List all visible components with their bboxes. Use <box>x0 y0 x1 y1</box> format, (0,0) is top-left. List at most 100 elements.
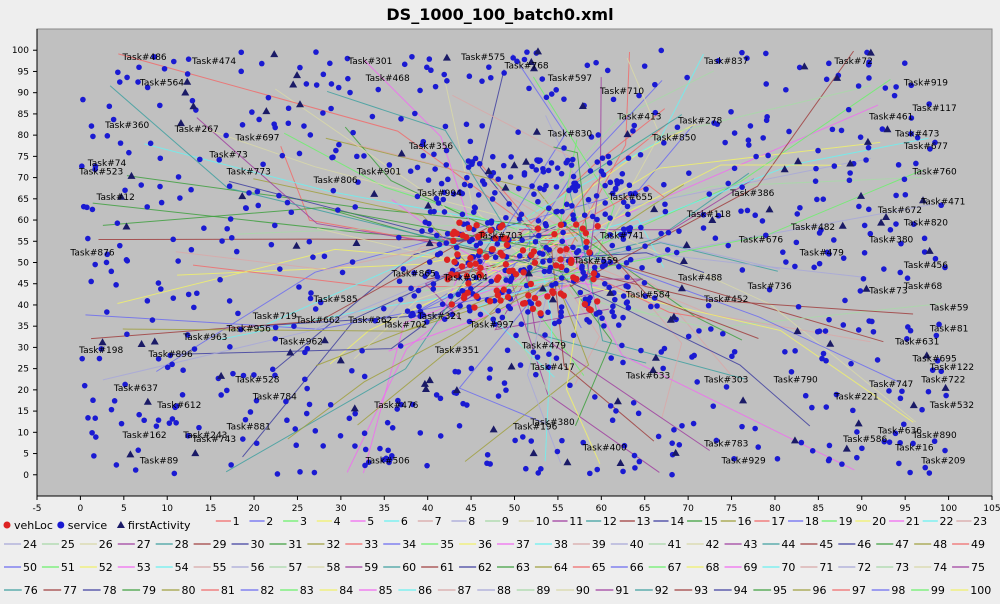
vehicle-location-point <box>593 298 601 305</box>
task-label: Task#631 <box>894 337 939 347</box>
service-point <box>809 404 815 411</box>
legend: vehLoc service firstActivity 1 2 3 4 5 6 7 8 9 10 11 1… <box>3 515 991 597</box>
legend-route-label: 7 <box>435 515 442 528</box>
service-point <box>167 352 173 359</box>
service-point <box>426 269 432 275</box>
service-point <box>637 151 644 158</box>
service-point <box>90 133 96 140</box>
vehicle-location-point <box>500 286 507 293</box>
service-point <box>595 132 602 138</box>
service-point <box>420 138 427 145</box>
service-point <box>157 155 164 162</box>
service-point <box>744 55 750 61</box>
chart-title: DS_1000_100_batch0.xml <box>386 5 613 24</box>
service-point <box>479 123 485 129</box>
service-point <box>486 64 492 70</box>
first-activity-point <box>270 50 279 58</box>
service-point <box>144 298 151 304</box>
service-point <box>541 268 548 275</box>
x-tick-label: 35 <box>379 504 390 514</box>
vehicle-location-point <box>502 261 510 268</box>
first-activity-point <box>650 205 659 213</box>
service-point <box>180 367 186 373</box>
route-line <box>569 247 901 384</box>
service-point <box>708 326 714 332</box>
task-label: Task#471 <box>920 197 965 207</box>
legend-route-label: 6 <box>401 515 408 528</box>
task-label: Task#122 <box>929 363 974 373</box>
task-label: Task#956 <box>226 325 271 335</box>
first-activity-point <box>122 222 131 230</box>
vehicle-location-point <box>476 248 484 255</box>
service-point <box>857 134 864 140</box>
service-point <box>433 232 440 239</box>
service-point <box>284 199 291 206</box>
service-point <box>556 318 562 325</box>
legend-route-label: 64 <box>554 561 568 574</box>
first-activity-point <box>548 295 557 303</box>
vehicle-location-point <box>531 294 539 302</box>
service-point <box>712 235 719 241</box>
service-point <box>738 208 744 214</box>
service-point <box>746 142 752 148</box>
service-point <box>455 291 462 298</box>
service-point <box>593 193 600 199</box>
service-point <box>604 67 611 74</box>
service-point <box>839 461 845 467</box>
vehicle-location-point <box>471 304 478 311</box>
service-point <box>904 275 911 281</box>
service-point <box>596 309 603 316</box>
service-point <box>312 306 319 312</box>
x-tick-label: 65 <box>639 504 650 514</box>
legend-route-label: 52 <box>99 561 113 574</box>
service-point <box>910 221 917 227</box>
route-line <box>565 286 601 465</box>
service-point <box>486 375 493 381</box>
first-activity-point <box>117 192 126 200</box>
legend-route-label: 90 <box>576 584 590 597</box>
legend-route-label: 17 <box>771 515 785 528</box>
first-activity-point <box>452 386 461 394</box>
service-point <box>288 209 295 216</box>
vehicle-location-point <box>465 224 473 232</box>
service-point <box>490 316 497 323</box>
service-point <box>487 74 494 81</box>
service-point <box>570 173 577 180</box>
service-point <box>80 96 86 103</box>
service-point <box>855 327 862 333</box>
service-point <box>506 288 512 295</box>
service-point <box>859 445 865 452</box>
service-point <box>400 266 407 272</box>
vehicle-location-point <box>558 263 565 271</box>
service-point <box>434 273 441 280</box>
service-point <box>655 433 662 440</box>
service-point <box>641 63 648 69</box>
legend-route-label: 67 <box>668 561 682 574</box>
service-point <box>380 305 387 312</box>
task-label: Task#81 <box>929 325 968 335</box>
service-point <box>104 133 111 139</box>
service-point <box>766 286 773 293</box>
y-tick-label: 90 <box>18 89 30 99</box>
service-point <box>840 322 847 328</box>
service-point <box>623 300 630 306</box>
task-label: Task#559 <box>573 257 618 267</box>
service-point <box>897 439 903 446</box>
service-point <box>619 171 626 177</box>
first-activity-point <box>507 362 516 370</box>
service-point <box>246 190 252 196</box>
first-activity-point <box>189 102 198 110</box>
x-tick-label: 50 <box>509 504 521 514</box>
service-point <box>122 381 128 388</box>
service-point <box>795 303 802 310</box>
service-point <box>607 259 614 265</box>
task-label: Task#784 <box>252 393 297 403</box>
service-point <box>786 128 792 135</box>
service-point <box>361 153 367 159</box>
service-point <box>599 263 606 270</box>
first-activity-point <box>563 458 572 466</box>
service-point <box>515 129 521 135</box>
service-point <box>869 318 875 325</box>
service-point <box>172 404 178 411</box>
service-point <box>424 462 430 469</box>
